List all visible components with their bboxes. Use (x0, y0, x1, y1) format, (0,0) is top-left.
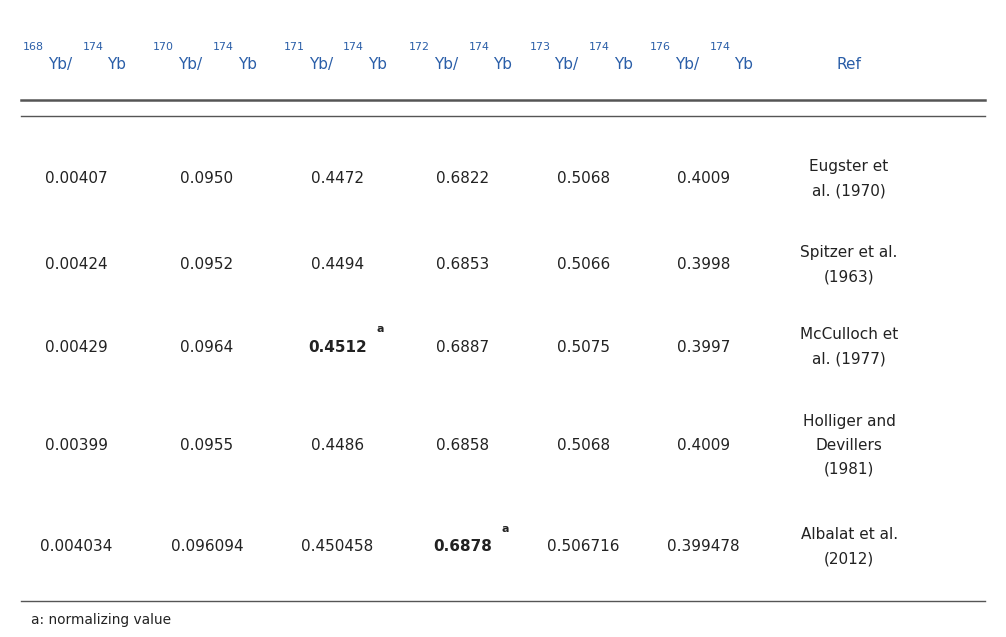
Text: 0.0950: 0.0950 (180, 171, 233, 187)
Text: 0.4009: 0.4009 (677, 438, 730, 453)
Text: Holliger and: Holliger and (803, 414, 895, 429)
Text: 0.00399: 0.00399 (45, 438, 108, 453)
Text: 0.6878: 0.6878 (434, 540, 492, 554)
Text: 0.5068: 0.5068 (556, 438, 610, 453)
Text: 0.3997: 0.3997 (677, 340, 730, 355)
Text: 0.4472: 0.4472 (311, 171, 364, 187)
Text: 0.4486: 0.4486 (311, 438, 364, 453)
Text: Yb: Yb (108, 57, 127, 73)
Text: 170: 170 (153, 42, 174, 52)
Text: 0.6853: 0.6853 (437, 257, 490, 272)
Text: al. (1970): al. (1970) (812, 183, 886, 199)
Text: 0.00429: 0.00429 (45, 340, 108, 355)
Text: 0.399478: 0.399478 (667, 540, 740, 554)
Text: Devillers: Devillers (816, 438, 882, 453)
Text: 0.0955: 0.0955 (180, 438, 233, 453)
Text: a: a (376, 324, 383, 334)
Text: 172: 172 (409, 42, 430, 52)
Text: Yb/: Yb/ (434, 57, 458, 73)
Text: 174: 174 (590, 42, 610, 52)
Text: Yb/: Yb/ (675, 57, 699, 73)
Text: 0.0964: 0.0964 (180, 340, 233, 355)
Text: (1963): (1963) (824, 269, 874, 284)
Text: Albalat et al.: Albalat et al. (801, 527, 897, 542)
Text: 0.004034: 0.004034 (40, 540, 113, 554)
Text: 176: 176 (650, 42, 671, 52)
Text: Eugster et: Eugster et (810, 159, 888, 175)
Text: a: a (502, 524, 509, 534)
Text: Yb/: Yb/ (309, 57, 333, 73)
Text: Yb/: Yb/ (554, 57, 578, 73)
Text: 174: 174 (709, 42, 730, 52)
Text: 0.506716: 0.506716 (547, 540, 620, 554)
Text: Yb: Yb (368, 57, 387, 73)
Text: 174: 174 (469, 42, 490, 52)
Text: 0.450458: 0.450458 (302, 540, 373, 554)
Text: Spitzer et al.: Spitzer et al. (801, 245, 897, 260)
Text: (1981): (1981) (824, 462, 874, 477)
Text: al. (1977): al. (1977) (812, 352, 886, 366)
Text: 168: 168 (23, 42, 44, 52)
Text: 174: 174 (343, 42, 364, 52)
Text: 0.4009: 0.4009 (677, 171, 730, 187)
Text: a: normalizing value: a: normalizing value (31, 613, 172, 627)
Text: 174: 174 (82, 42, 104, 52)
Text: Yb/: Yb/ (48, 57, 71, 73)
Text: McCulloch et: McCulloch et (800, 327, 898, 343)
Text: 173: 173 (529, 42, 550, 52)
Text: 0.4512: 0.4512 (308, 340, 367, 355)
Text: Yb: Yb (614, 57, 633, 73)
Text: 0.6822: 0.6822 (437, 171, 490, 187)
Text: 174: 174 (213, 42, 233, 52)
Text: Yb: Yb (494, 57, 513, 73)
Text: 0.0952: 0.0952 (180, 257, 233, 272)
Text: 0.00424: 0.00424 (45, 257, 108, 272)
Text: 0.5066: 0.5066 (556, 257, 610, 272)
Text: Ref: Ref (837, 57, 861, 73)
Text: 0.00407: 0.00407 (45, 171, 108, 187)
Text: (2012): (2012) (824, 552, 874, 566)
Text: Yb: Yb (237, 57, 257, 73)
Text: 0.6858: 0.6858 (437, 438, 490, 453)
Text: 171: 171 (284, 42, 305, 52)
Text: 0.4494: 0.4494 (311, 257, 364, 272)
Text: 0.3998: 0.3998 (677, 257, 730, 272)
Text: Yb: Yb (734, 57, 753, 73)
Text: 0.096094: 0.096094 (171, 540, 243, 554)
Text: 0.6887: 0.6887 (437, 340, 490, 355)
Text: 0.5075: 0.5075 (556, 340, 610, 355)
Text: 0.5068: 0.5068 (556, 171, 610, 187)
Text: Yb/: Yb/ (178, 57, 202, 73)
